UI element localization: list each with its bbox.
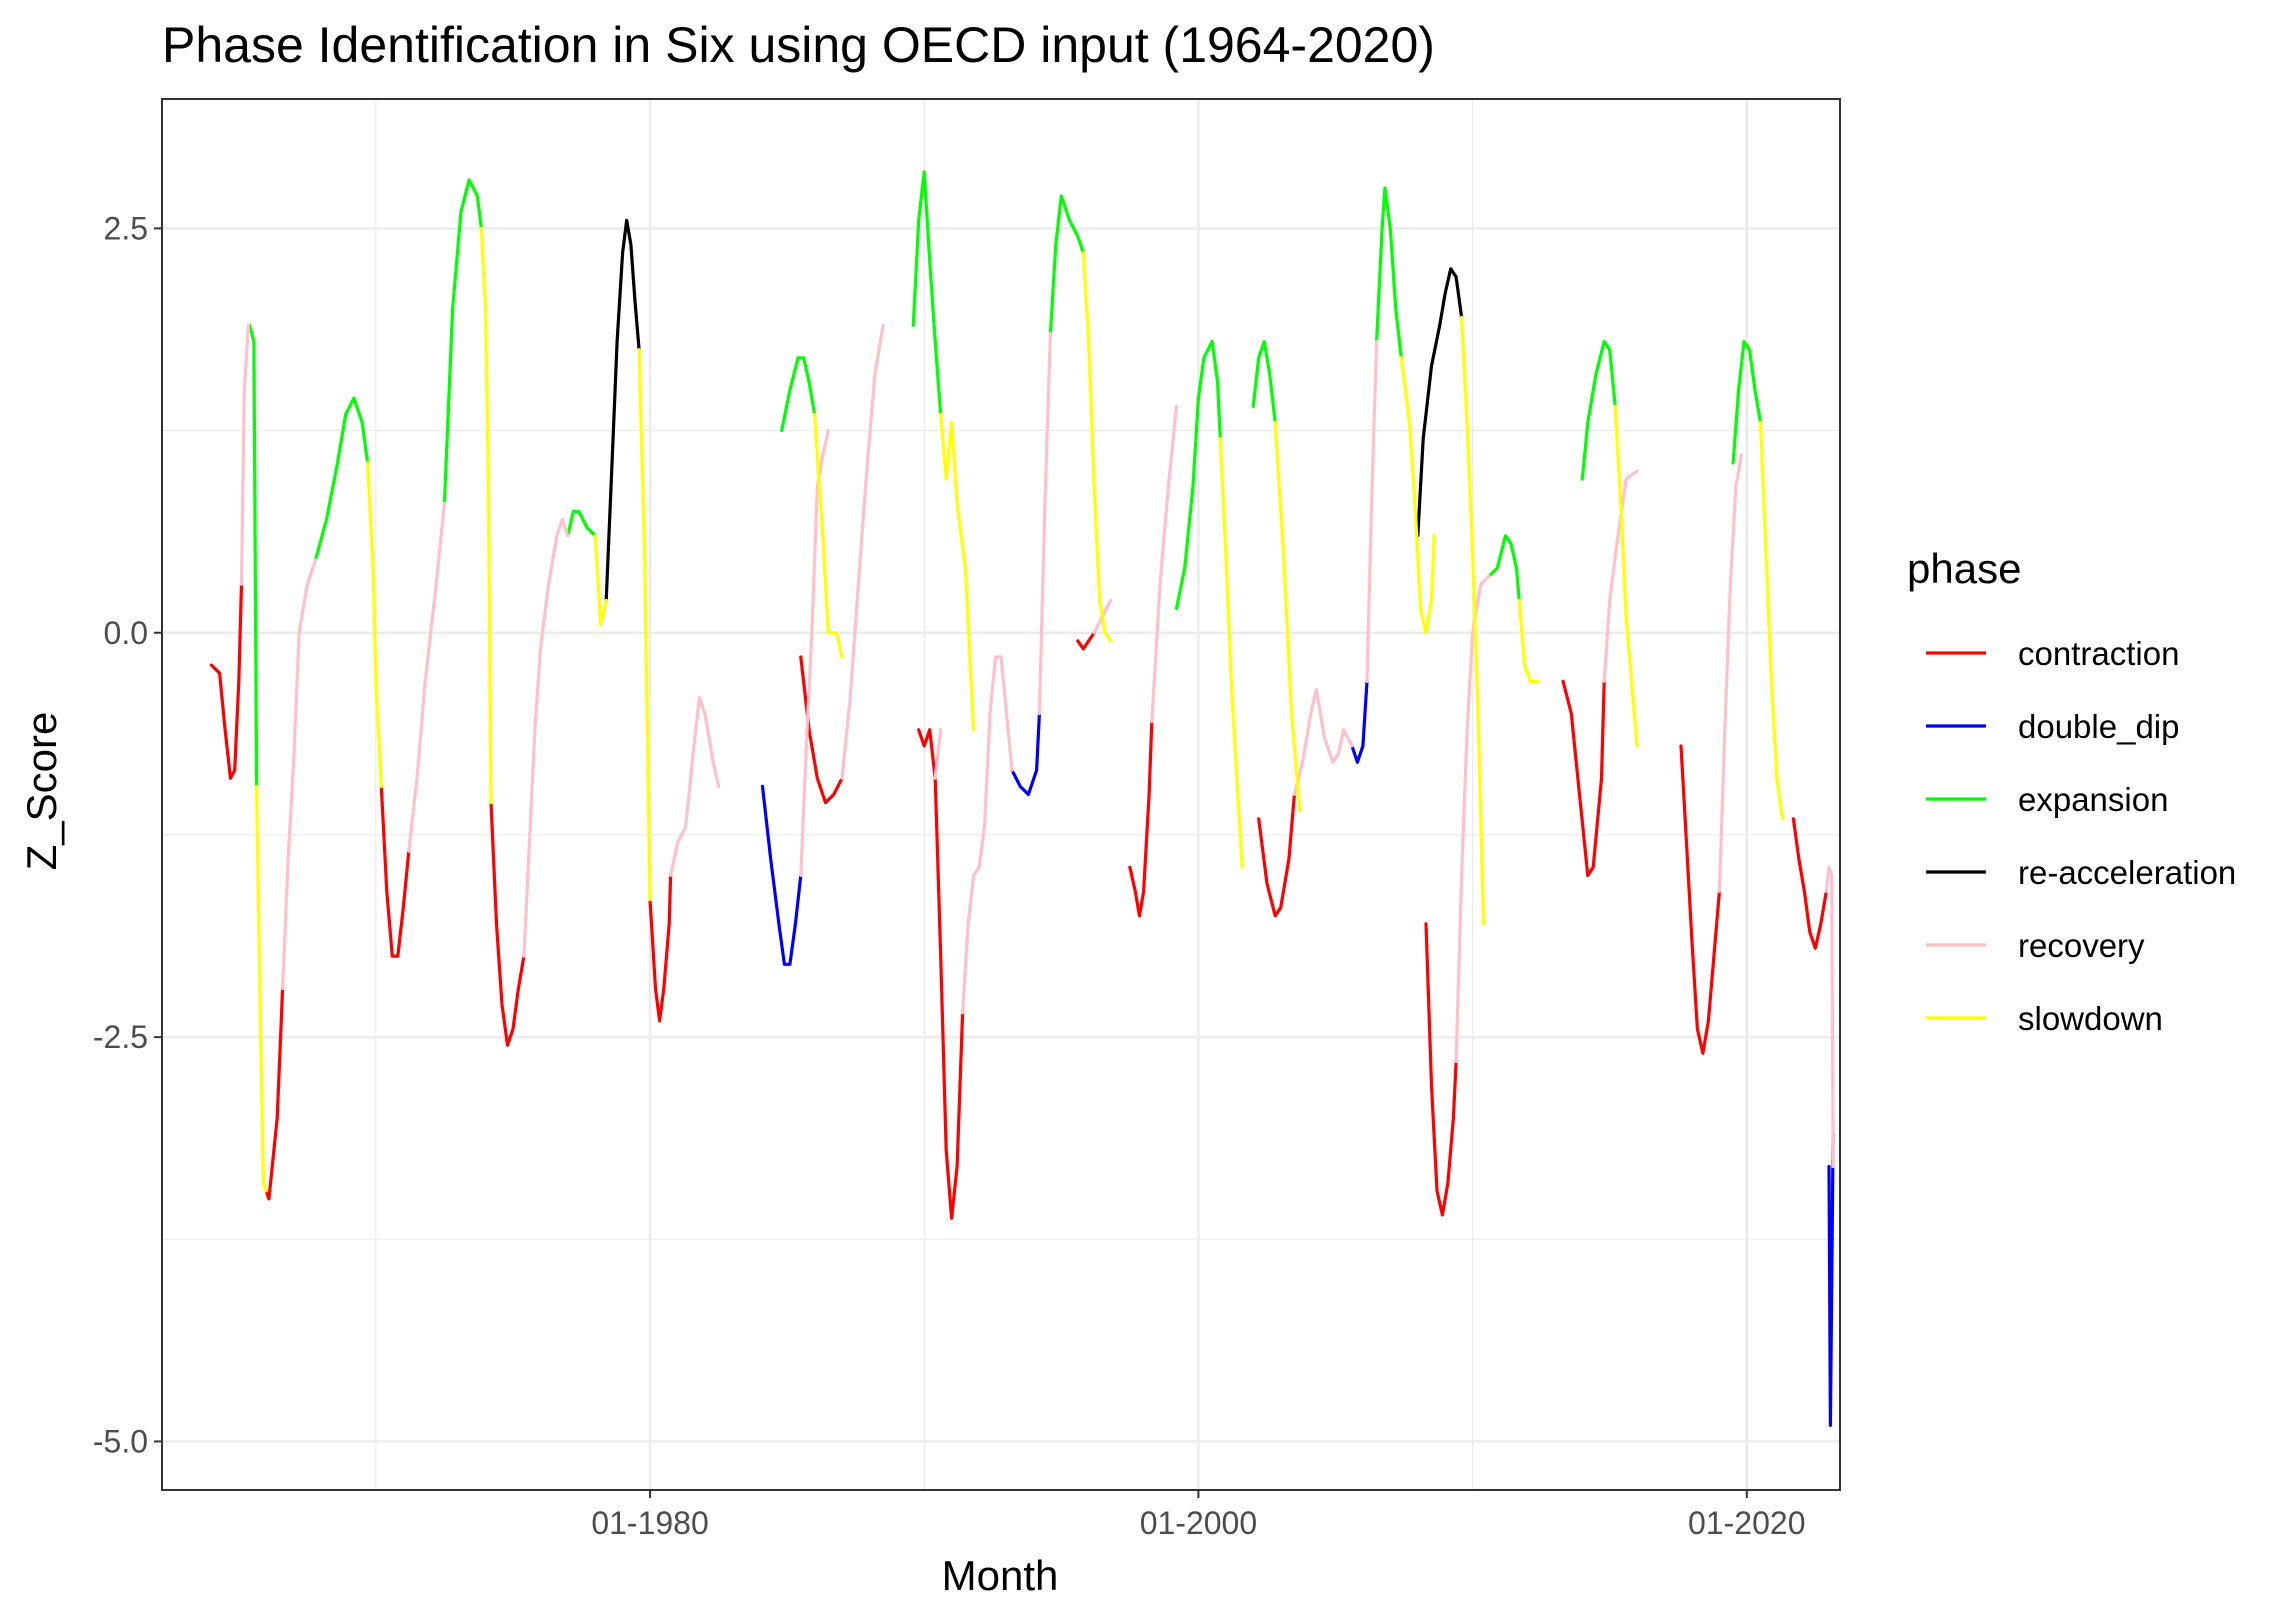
series-line-slowdown <box>479 226 493 805</box>
x-tick-label: 01-1980 <box>591 1505 708 1541</box>
series-line-expansion <box>1174 340 1222 611</box>
x-tick-label: 01-2000 <box>1140 1505 1257 1541</box>
series-recovery <box>239 323 1835 1169</box>
series-line-double_dip <box>760 784 803 966</box>
series-line-double_dip <box>1350 679 1369 764</box>
series-line-recovery <box>281 558 318 991</box>
series-line-slowdown <box>1613 404 1639 748</box>
series-line-recovery <box>407 501 446 853</box>
series-line-recovery <box>799 429 830 877</box>
series-line-expansion <box>442 178 483 505</box>
legend-item-re-acceleration: re-acceleration <box>1926 854 2236 891</box>
series-line-contraction <box>489 801 526 1047</box>
series-line-contraction <box>209 582 244 780</box>
legend-item-expansion: expansion <box>1926 781 2168 818</box>
plot-area: -5.0 -2.5 0.0 2.5 01-1980 01-2000 01-2020 <box>93 98 1841 1541</box>
y-axis-title: Z_Score <box>18 712 65 871</box>
series-line-re-acceleration <box>604 218 641 602</box>
series-line-contraction <box>648 873 673 1023</box>
series-line-recovery <box>840 323 885 780</box>
legend-item-double_dip: double_dip <box>1926 708 2180 745</box>
y-tick-label: 0.0 <box>104 615 148 651</box>
series-line-contraction <box>1076 631 1096 651</box>
series-line-slowdown <box>1758 420 1784 821</box>
legend: phase contraction double_dip expansion re-a… <box>1907 545 2236 1037</box>
legend-label-expansion: expansion <box>2018 781 2168 818</box>
series-contraction <box>209 582 1828 1220</box>
legend-item-contraction: contraction <box>1926 635 2179 672</box>
chart-title: Phase Identification in Six using OECD i… <box>162 17 1435 73</box>
y-tick-label: 2.5 <box>104 210 148 246</box>
legend-label-double_dip: double_dip <box>2018 708 2180 745</box>
y-tick-label: -2.5 <box>93 1019 148 1055</box>
series-line-double_dip <box>1827 1132 1835 1427</box>
series-line-expansion <box>1251 340 1277 425</box>
y-tick-label: -5.0 <box>93 1423 148 1459</box>
series-line-recovery <box>522 517 570 958</box>
series-line-slowdown <box>1273 420 1302 813</box>
series-line-recovery <box>1602 469 1639 683</box>
series-line-expansion <box>313 396 370 562</box>
series-line-contraction <box>379 784 411 958</box>
series-line-expansion <box>1048 194 1085 336</box>
series-line-recovery <box>1037 331 1052 716</box>
series-line-expansion <box>780 356 817 433</box>
series-line-recovery <box>1454 574 1491 1063</box>
series-line-contraction <box>1791 817 1828 950</box>
series-line-expansion <box>1375 186 1403 360</box>
series-line-slowdown <box>1460 315 1486 926</box>
series-line-expansion <box>566 509 597 538</box>
series-line-recovery <box>1824 865 1835 1169</box>
series-line-expansion <box>1487 534 1521 602</box>
series-line-slowdown <box>255 784 268 1193</box>
plot-border <box>161 98 1841 1491</box>
legend-item-recovery: recovery <box>1926 927 2145 964</box>
series-expansion <box>248 170 1763 788</box>
series-line-recovery <box>1365 340 1379 683</box>
series-slowdown <box>255 226 1784 1193</box>
legend-item-slowdown: slowdown <box>1926 1000 2163 1037</box>
series-line-slowdown <box>1218 437 1244 869</box>
series-re-acceleration <box>604 218 1464 602</box>
series-line-slowdown <box>813 412 844 659</box>
series-line-slowdown <box>1517 598 1540 683</box>
series-line-recovery <box>669 695 721 877</box>
series-line-recovery <box>1150 404 1179 724</box>
series-line-contraction <box>1679 744 1721 1055</box>
series-line-slowdown <box>366 461 383 788</box>
series-line-expansion <box>1580 340 1617 481</box>
series-line-expansion <box>911 170 943 416</box>
series-double_dip <box>760 679 1835 1427</box>
series-line-contraction <box>1257 792 1296 918</box>
series-line-contraction <box>264 987 285 1201</box>
series-line-expansion <box>248 323 259 788</box>
series-line-recovery <box>1717 453 1743 894</box>
series-line-recovery <box>961 655 1014 1015</box>
legend-label-slowdown: slowdown <box>2018 1000 2163 1037</box>
series-line-contraction <box>1561 679 1606 877</box>
series-line-slowdown <box>1081 251 1113 643</box>
legend-label-recovery: recovery <box>2018 927 2145 964</box>
series-line-recovery <box>933 728 943 780</box>
series-line-recovery <box>239 323 250 586</box>
series-line-slowdown <box>593 534 608 627</box>
series-line-expansion <box>1731 340 1763 465</box>
series-line-double_dip <box>1010 712 1041 797</box>
plot-panel <box>162 99 1840 1490</box>
series-line-re-acceleration <box>1416 267 1464 538</box>
legend-label-re-acceleration: re-acceleration <box>2018 854 2236 891</box>
legend-label-contraction: contraction <box>2018 635 2179 672</box>
series-line-slowdown <box>1399 356 1436 635</box>
series-line-recovery <box>1292 687 1354 797</box>
series-line-slowdown <box>637 348 652 902</box>
series-line-contraction <box>917 728 965 1220</box>
x-axis-title: Month <box>942 1552 1059 1599</box>
series-line-slowdown <box>939 412 976 732</box>
series-line-contraction <box>1424 922 1458 1217</box>
series-line-contraction <box>1128 720 1154 918</box>
legend-title: phase <box>1907 545 2021 592</box>
x-tick-label: 01-2020 <box>1688 1505 1805 1541</box>
